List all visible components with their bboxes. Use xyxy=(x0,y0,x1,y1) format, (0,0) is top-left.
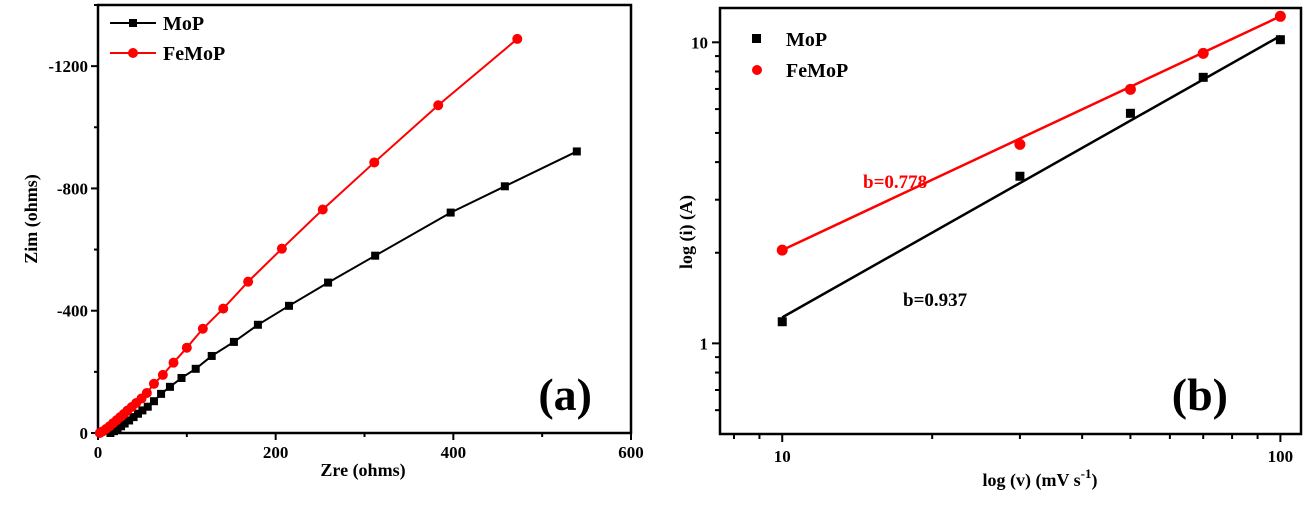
data-point-femop xyxy=(1197,47,1209,59)
data-point-femop xyxy=(243,276,254,287)
panel-b-legend: MoP FeMoP xyxy=(752,29,848,82)
panel-b-y-axis-title: log (i) (A) xyxy=(676,195,697,269)
data-point-femop xyxy=(276,243,287,254)
data-point-femop xyxy=(157,369,168,380)
x-tick-label: 400 xyxy=(441,443,467,462)
data-point-femop xyxy=(1274,10,1286,22)
fit-label-mop: b=0.937 xyxy=(903,290,968,311)
data-point-mop xyxy=(191,364,200,373)
y-tick-label: 0 xyxy=(80,424,89,443)
data-point-mop xyxy=(149,397,158,406)
y-tick-label: -400 xyxy=(57,302,88,321)
legend-label-femop-b: FeMoP xyxy=(786,60,848,82)
data-point-femop xyxy=(776,244,788,256)
panel-b-x-axis-title-main: log (v) (mV s xyxy=(983,470,1081,491)
panel-a-eis-plot: 0 200 400 600 0 -400 -800 -1200 Zre (ohms) Zim … xyxy=(21,3,644,481)
panel-b-x-axis-title-end: ) xyxy=(1092,470,1098,491)
x-tick-label: 0 xyxy=(94,443,103,462)
panel-a-label: (a) xyxy=(538,369,592,420)
data-point-mop xyxy=(284,301,293,310)
data-point-mop xyxy=(229,337,238,346)
data-point-mop xyxy=(446,208,455,217)
panel-a-ticks: 0 200 400 600 0 -400 -800 -1200 xyxy=(48,4,644,462)
data-point-femop xyxy=(197,323,208,334)
data-point-mop xyxy=(207,351,216,360)
data-point-mop xyxy=(572,147,581,156)
legend-marker-femop xyxy=(128,48,138,58)
data-point-mop xyxy=(165,382,174,391)
data-point-mop xyxy=(324,278,333,287)
panel-a-y-axis-title: Zim (ohms) xyxy=(21,174,42,264)
data-point-mop xyxy=(129,413,138,422)
data-point-mop xyxy=(1015,171,1025,181)
data-point-mop xyxy=(1275,35,1285,45)
data-point-femop xyxy=(1124,83,1136,95)
data-point-mop xyxy=(120,419,129,428)
legend-marker-mop xyxy=(129,19,137,27)
data-point-mop xyxy=(1125,108,1135,118)
data-point-femop xyxy=(168,357,179,368)
data-point-femop xyxy=(1014,138,1026,150)
fit-line-mop xyxy=(781,34,1281,319)
panel-b-series xyxy=(776,10,1286,327)
fit-line-femop xyxy=(781,15,1281,252)
x-tick-label: 600 xyxy=(618,443,644,462)
data-point-femop xyxy=(317,204,328,215)
data-point-mop xyxy=(133,409,142,418)
data-point-mop xyxy=(371,251,380,260)
x-tick-label: 10 xyxy=(774,447,791,466)
panel-b-label: (b) xyxy=(1172,369,1228,420)
data-point-mop xyxy=(500,182,509,191)
x-tick-label: 200 xyxy=(263,443,289,462)
legend-label-femop: FeMoP xyxy=(163,43,225,65)
legend-label-mop-b: MoP xyxy=(786,29,827,51)
panel-b-ticks: 10 100 1 10 xyxy=(691,33,1293,466)
data-point-mop xyxy=(157,389,166,398)
data-point-femop xyxy=(141,387,152,398)
panel-a-legend: MoP FeMoP xyxy=(110,13,225,65)
data-point-mop xyxy=(125,416,134,425)
data-point-mop xyxy=(177,373,186,382)
data-point-mop xyxy=(1198,72,1208,82)
data-point-mop xyxy=(253,320,262,329)
data-point-femop xyxy=(181,342,192,353)
data-point-mop xyxy=(777,317,787,327)
data-point-femop xyxy=(369,157,380,168)
panel-b-log-plot: 10 100 1 10 log (v) (mV s-1) log (i) (A) (b… xyxy=(676,6,1303,491)
legend-marker-femop-b xyxy=(752,65,762,75)
data-point-mop xyxy=(138,406,147,415)
data-point-femop xyxy=(218,303,229,314)
y-tick-label: -1200 xyxy=(48,57,88,76)
x-tick-label: 100 xyxy=(1268,447,1294,466)
legend-label-mop: MoP xyxy=(163,13,204,35)
data-point-femop xyxy=(148,378,159,389)
y-tick-label: 1 xyxy=(700,334,709,353)
panel-b-x-axis-title-sup: -1 xyxy=(1081,466,1092,481)
y-tick-label: 10 xyxy=(691,33,708,52)
legend-marker-mop-b xyxy=(752,34,761,43)
data-point-femop xyxy=(512,33,523,44)
data-point-femop xyxy=(433,100,444,111)
panel-a-x-axis-title: Zre (ohms) xyxy=(320,460,405,481)
panel-b-x-axis-title: log (v) (mV s-1) xyxy=(983,466,1098,491)
panel-a-series xyxy=(94,33,581,438)
series-line-mop xyxy=(109,150,578,434)
data-point-mop xyxy=(143,402,152,411)
panel-b-frame xyxy=(718,6,1303,436)
y-tick-label: -800 xyxy=(57,179,88,198)
fit-label-femop: b=0.778 xyxy=(863,172,927,193)
